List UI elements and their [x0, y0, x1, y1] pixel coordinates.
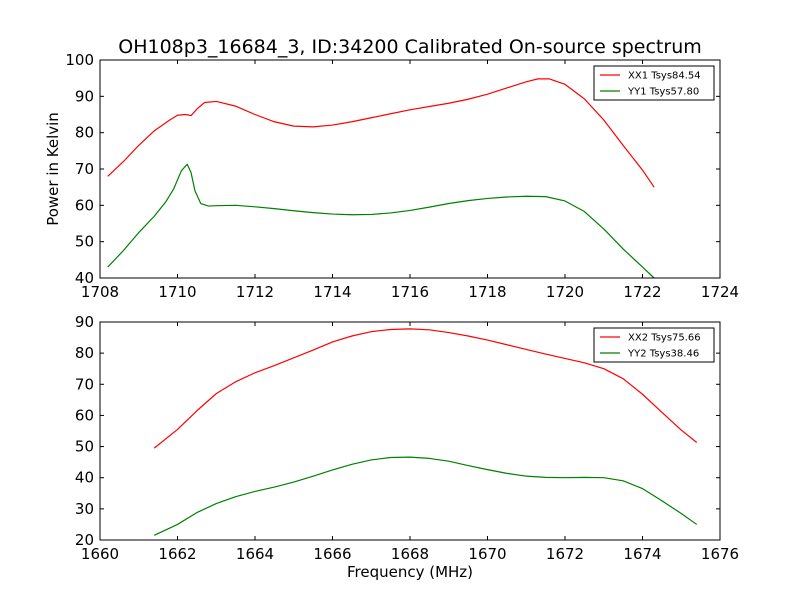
- legend-label-top-1: YY1 Tsys57.80: [627, 87, 699, 98]
- y-tick-label-bottom: 80: [75, 344, 94, 362]
- x-tick-label-top: 1722: [623, 283, 661, 301]
- x-tick-label-top: 1712: [236, 283, 274, 301]
- x-tick-label-top: 1714: [313, 283, 351, 301]
- y-tick-label-bottom: 20: [75, 531, 94, 549]
- series-line-bottom-1: [153, 456, 698, 536]
- x-tick-label-bottom: 1676: [701, 545, 739, 563]
- series-line-top-1: [107, 163, 655, 279]
- y-tick-label-bottom: 50: [75, 438, 94, 456]
- y-tick-label-top: 80: [75, 124, 94, 142]
- x-tick-label-bottom: 1662: [158, 545, 196, 563]
- y-tick-label-bottom: 90: [75, 313, 94, 331]
- x-tick-label-bottom: 1670: [468, 545, 506, 563]
- y-tick-label-top: 40: [75, 269, 94, 287]
- x-tick-label-bottom: 1672: [546, 545, 584, 563]
- y-tick-label-top: 90: [75, 87, 94, 105]
- y-tick-label-bottom: 40: [75, 469, 94, 487]
- x-tick-label-top: 1710: [158, 283, 196, 301]
- x-tick-label-top: 1708: [81, 283, 119, 301]
- y-tick-label-bottom: 60: [75, 406, 94, 424]
- top-panel: 1708 1710 1712 1714 1716 1718 1720 1722 1724 40 50…: [65, 51, 739, 301]
- x-axis-label-bottom: Frequency (MHz): [347, 563, 473, 581]
- series-line-bottom-0: [153, 328, 698, 449]
- y-tick-label-top: 60: [75, 196, 94, 214]
- x-tick-label-bottom: 1668: [391, 545, 429, 563]
- legend-box-bottom: [593, 327, 715, 363]
- y-tick-label-top: 50: [75, 233, 94, 251]
- x-tick-label-bottom: 1674: [623, 545, 661, 563]
- y-axis-label-top: Power in Kelvin: [44, 112, 62, 226]
- chart-title: OH108p3_16684_3, ID:34200 Calibrated On-…: [118, 36, 702, 58]
- x-tick-label-bottom: 1660: [81, 545, 119, 563]
- legend-label-bottom-0: XX2 Tsys75.66: [628, 333, 701, 344]
- y-tick-label-top: 100: [65, 51, 94, 69]
- x-tick-label-bottom: 1664: [236, 545, 274, 563]
- y-tick-label-bottom: 30: [75, 500, 94, 518]
- x-tick-label-top: 1716: [391, 283, 429, 301]
- x-tick-label-top: 1724: [701, 283, 739, 301]
- y-tick-label-top: 70: [75, 160, 94, 178]
- x-tick-label-top: 1720: [546, 283, 584, 301]
- legend-box-top: [593, 65, 715, 101]
- y-tick-label-bottom: 70: [75, 375, 94, 393]
- x-tick-label-top: 1718: [468, 283, 506, 301]
- bottom-panel: 1660 1662 1664 1666 1668 1670 1672 1674 1676 20 30…: [75, 313, 739, 563]
- x-tick-label-bottom: 1666: [313, 545, 351, 563]
- legend-label-top-0: XX1 Tsys84.54: [628, 71, 701, 82]
- series-line-top-0: [107, 78, 655, 188]
- legend-label-bottom-1: YY2 Tsys38.46: [627, 349, 699, 360]
